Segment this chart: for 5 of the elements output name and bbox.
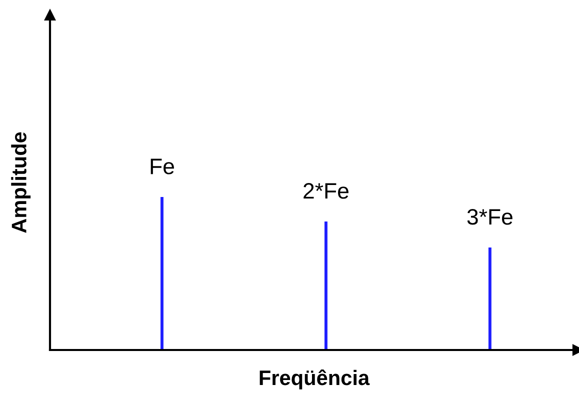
x-axis-title: Freqüência — [260, 369, 370, 390]
x-tick-label: 2*Fe — [304, 183, 348, 199]
x-tick-label: Fe — [150, 158, 174, 174]
x-tick-label: 3*Fe — [467, 209, 512, 225]
y-axis-title: Amplitude — [11, 132, 31, 233]
